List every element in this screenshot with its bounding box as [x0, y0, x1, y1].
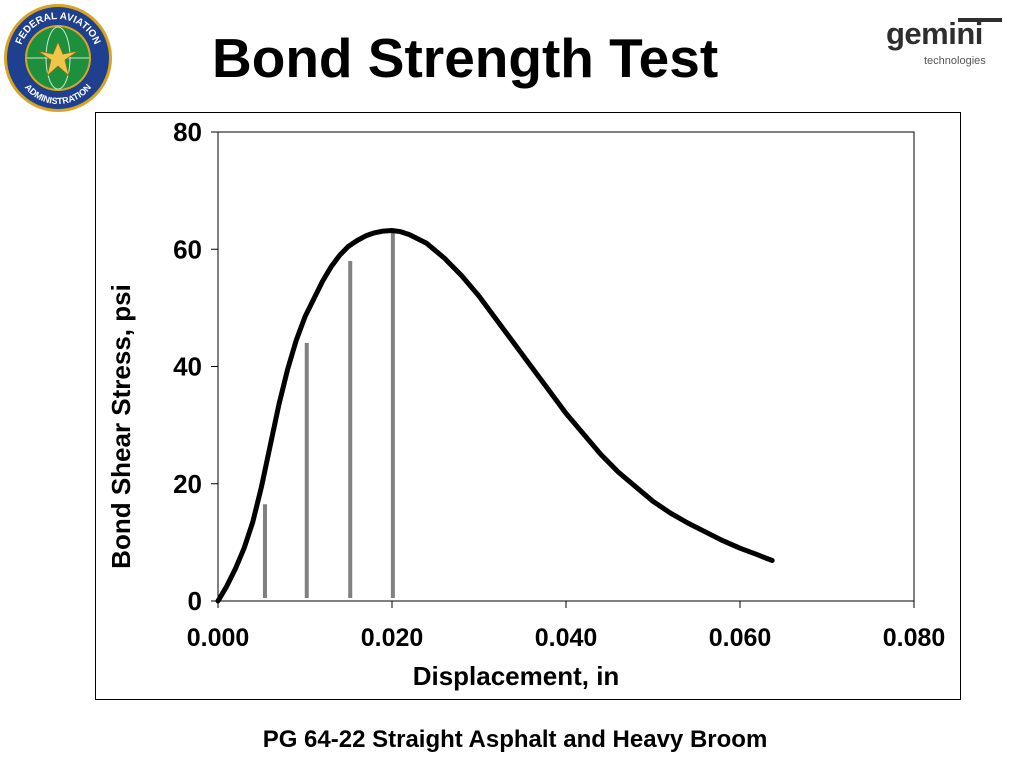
x-axis-title: Displacement, in — [413, 661, 620, 691]
page-title: Bond Strength Test — [212, 27, 719, 89]
series-line — [215, 228, 775, 604]
plot-area — [217, 131, 915, 602]
x-tick-label: 0.040 — [535, 624, 598, 652]
bond-strength-chart: 0 20 40 60 80 0.000 0.020 0.040 0.060 0.080 Displa… — [106, 117, 946, 691]
gemini-logo-bar — [958, 18, 1002, 22]
x-tick-label: 0.080 — [883, 624, 946, 652]
y-axis-title: Bond Shear Stress, psi — [106, 284, 136, 569]
gemini-logo-icon: gemini technologies — [886, 14, 1012, 72]
x-tick-label: 0.060 — [709, 624, 772, 652]
seal-eagle-shape — [37, 40, 79, 78]
x-tick-label: 0.000 — [187, 624, 250, 652]
slide-caption: PG 64-22 Straight Asphalt and Heavy Broo… — [262, 726, 768, 753]
gemini-logo-subtitle: technologies — [924, 55, 986, 67]
y-tick-label: 20 — [173, 469, 202, 499]
chart-frame: 0 20 40 60 80 0.000 0.020 0.040 0.060 0.080 Displa… — [95, 112, 961, 700]
y-tick-label: 80 — [173, 117, 202, 147]
x-tick-label: 0.020 — [361, 624, 424, 652]
y-tick-label: 60 — [173, 234, 202, 264]
faa-seal-icon: FEDERAL AVIATION ADMINISTRATION — [4, 4, 112, 112]
y-tick-label: 0 — [188, 586, 202, 616]
y-tick-label: 40 — [173, 352, 202, 382]
